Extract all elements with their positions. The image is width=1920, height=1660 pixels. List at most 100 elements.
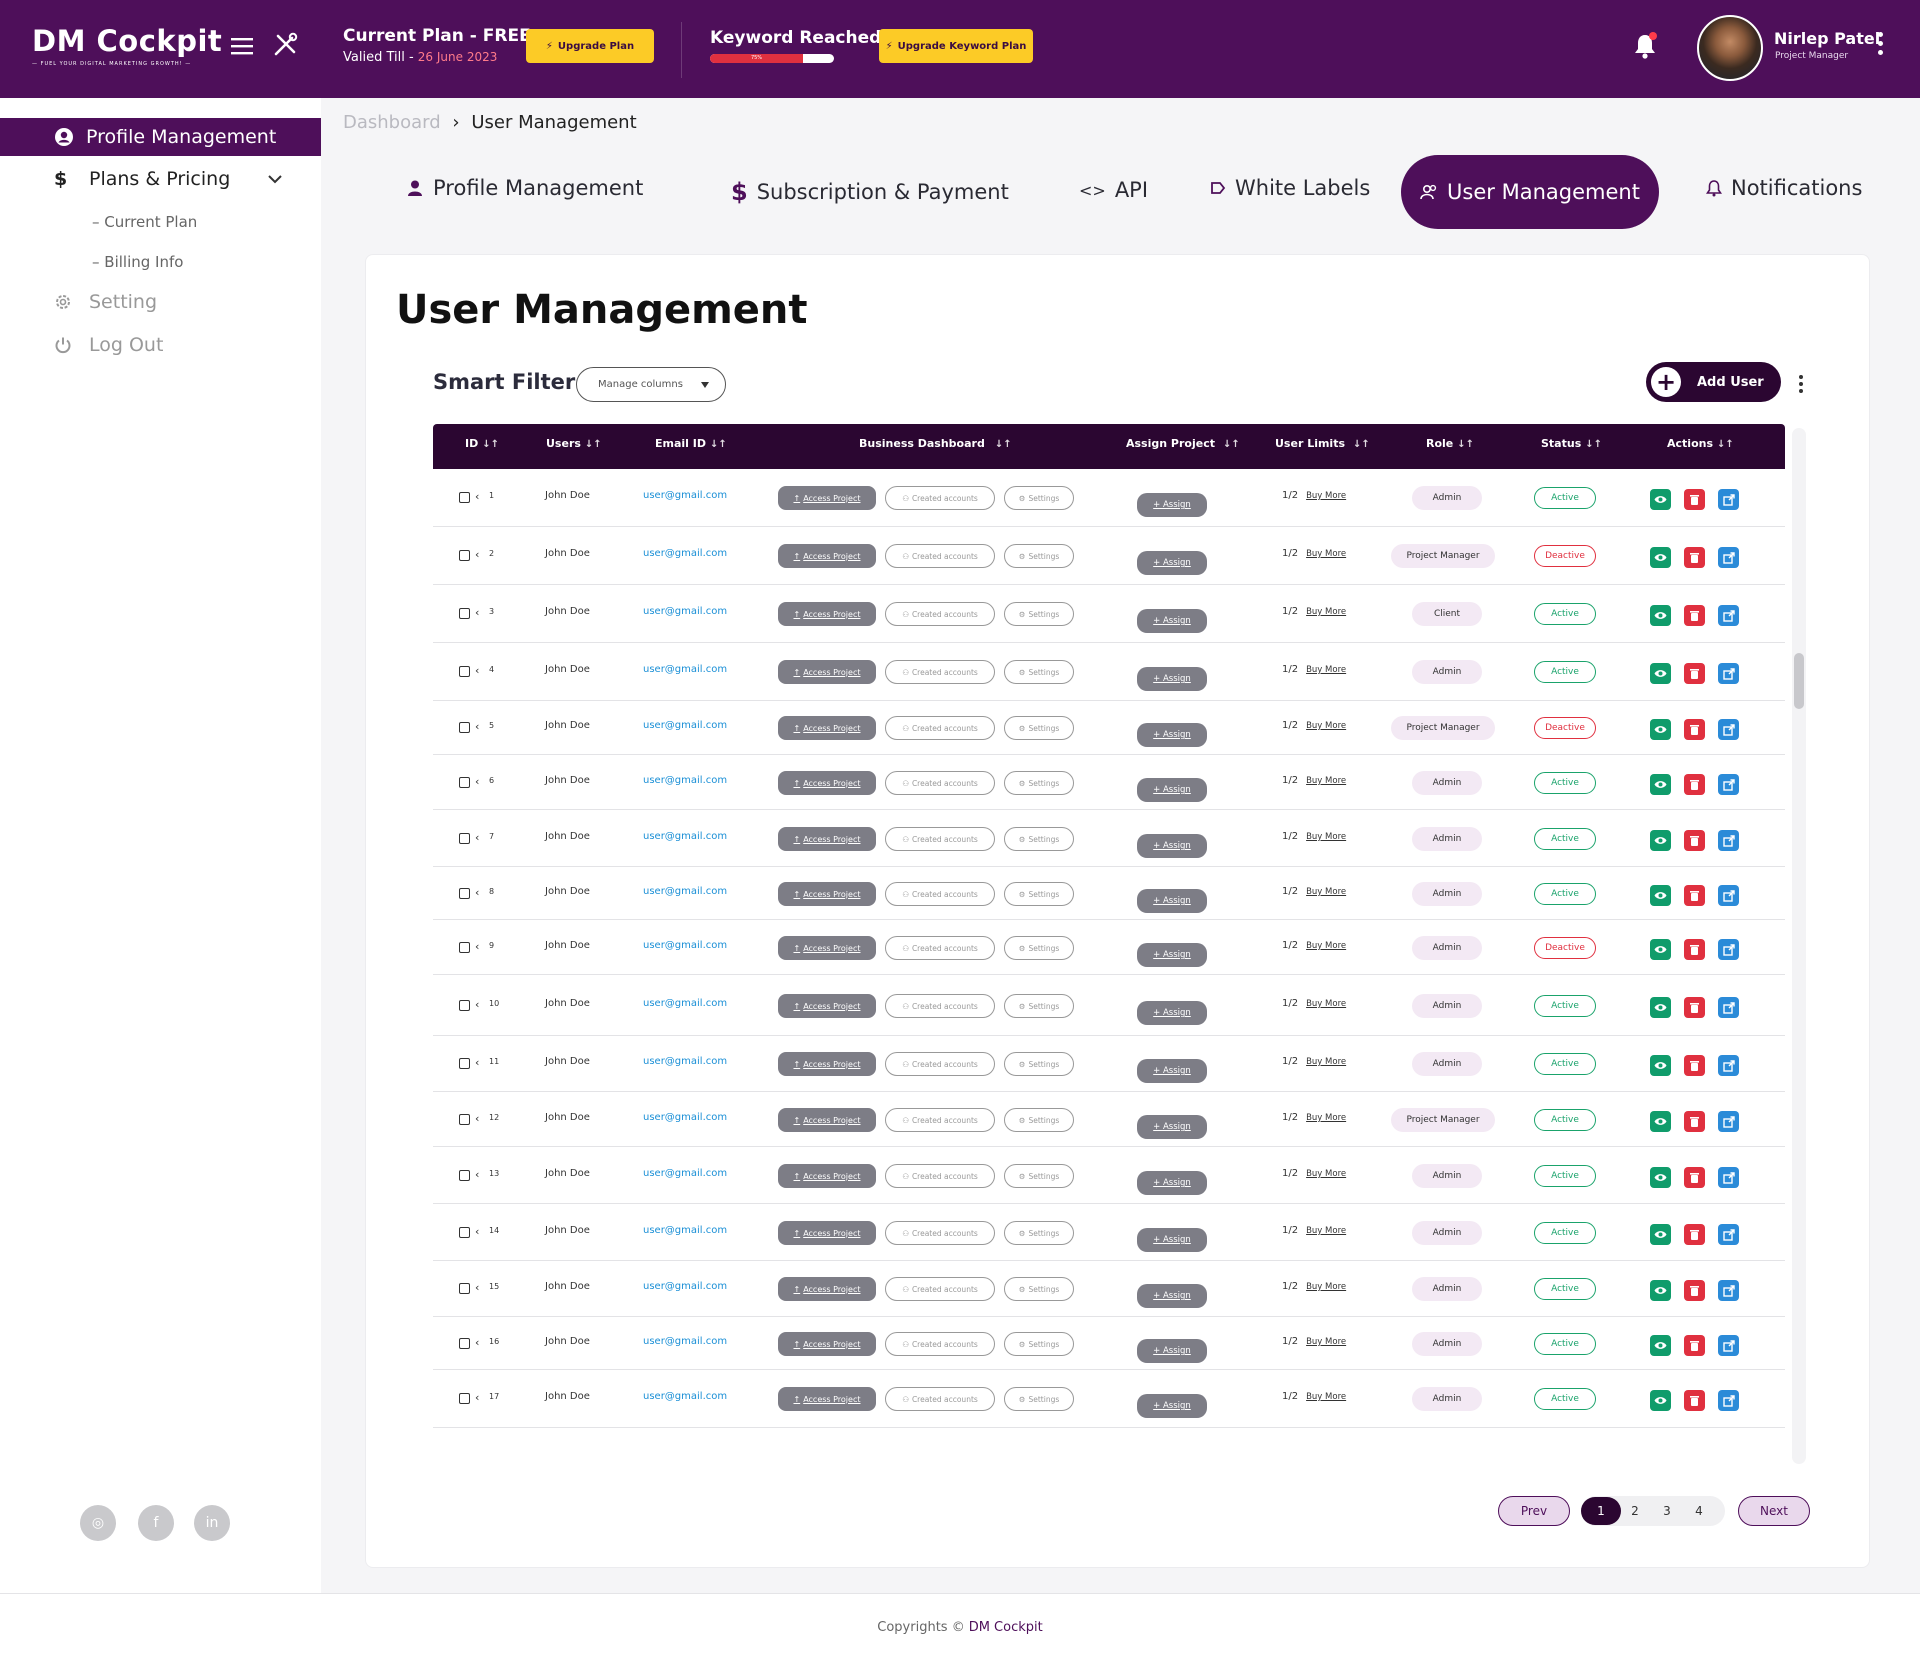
created-accounts-button[interactable]: ⚇ Created accounts — [885, 771, 995, 795]
table-options-icon[interactable] — [1797, 375, 1805, 396]
access-project-button[interactable]: ↑ Access Project — [778, 771, 876, 795]
row-email[interactable]: user@gmail.com — [643, 606, 728, 617]
add-user-button[interactable]: + Add User — [1646, 362, 1781, 402]
status-badge[interactable]: Active — [1534, 1278, 1596, 1300]
buy-more-link[interactable]: Buy More — [1306, 999, 1347, 1009]
access-project-button[interactable]: ↑ Access Project — [778, 1164, 876, 1188]
row-expand-icon[interactable]: ‹ — [475, 1225, 480, 1238]
view-icon[interactable] — [1650, 719, 1671, 740]
row-expand-icon[interactable]: ‹ — [475, 940, 480, 953]
settings-button[interactable]: ⚙ Settings — [1004, 1277, 1074, 1301]
next-button[interactable]: Next — [1738, 1496, 1810, 1526]
column-header-business-dashboard[interactable]: Business Dashboard ↓↑ — [859, 437, 1012, 450]
tab-profile-management[interactable]: Profile Management — [406, 176, 643, 200]
assign-button[interactable]: + Assign — [1137, 609, 1207, 633]
row-checkbox[interactable] — [459, 833, 470, 847]
status-badge[interactable]: Deactive — [1534, 717, 1596, 739]
status-badge[interactable]: Active — [1534, 995, 1596, 1017]
row-email[interactable]: user@gmail.com — [643, 940, 728, 951]
row-email[interactable]: user@gmail.com — [643, 775, 728, 786]
assign-button[interactable]: + Assign — [1137, 943, 1207, 967]
delete-icon[interactable] — [1684, 997, 1705, 1018]
assign-button[interactable]: + Assign — [1137, 1059, 1207, 1083]
tab-white-labels[interactable]: White Labels — [1210, 176, 1370, 200]
view-icon[interactable] — [1650, 605, 1671, 626]
delete-icon[interactable] — [1684, 489, 1705, 510]
external-link-icon[interactable] — [1718, 1390, 1739, 1411]
external-link-icon[interactable] — [1718, 830, 1739, 851]
assign-button[interactable]: + Assign — [1137, 1284, 1207, 1308]
buy-more-link[interactable]: Buy More — [1306, 1226, 1347, 1236]
row-email[interactable]: user@gmail.com — [643, 998, 728, 1009]
row-checkbox[interactable] — [459, 1170, 470, 1184]
created-accounts-button[interactable]: ⚇ Created accounts — [885, 994, 995, 1018]
created-accounts-button[interactable]: ⚇ Created accounts — [885, 1387, 995, 1411]
row-email[interactable]: user@gmail.com — [643, 490, 728, 501]
settings-button[interactable]: ⚙ Settings — [1004, 771, 1074, 795]
row-checkbox[interactable] — [459, 492, 470, 506]
settings-button[interactable]: ⚙ Settings — [1004, 486, 1074, 510]
view-icon[interactable] — [1650, 663, 1671, 684]
created-accounts-button[interactable]: ⚇ Created accounts — [885, 1164, 995, 1188]
settings-button[interactable]: ⚙ Settings — [1004, 827, 1074, 851]
access-project-button[interactable]: ↑ Access Project — [778, 716, 876, 740]
delete-icon[interactable] — [1684, 1111, 1705, 1132]
status-badge[interactable]: Active — [1534, 772, 1596, 794]
created-accounts-button[interactable]: ⚇ Created accounts — [885, 1108, 995, 1132]
row-email[interactable]: user@gmail.com — [643, 1168, 728, 1179]
tab-subscription-payment[interactable]: $ Subscription & Payment — [731, 178, 1009, 206]
access-project-button[interactable]: ↑ Access Project — [778, 1052, 876, 1076]
external-link-icon[interactable] — [1718, 1167, 1739, 1188]
view-icon[interactable] — [1650, 1055, 1671, 1076]
delete-icon[interactable] — [1684, 1335, 1705, 1356]
upgrade-plan-button[interactable]: ⚡ Upgrade Plan — [526, 29, 654, 63]
column-header-users[interactable]: Users ↓↑ — [546, 437, 602, 450]
row-checkbox[interactable] — [459, 1338, 470, 1352]
delete-icon[interactable] — [1684, 663, 1705, 684]
status-badge[interactable]: Deactive — [1534, 545, 1596, 567]
facebook-icon[interactable]: f — [138, 1505, 174, 1541]
row-expand-icon[interactable]: ‹ — [475, 720, 480, 733]
row-checkbox[interactable] — [459, 1114, 470, 1128]
row-expand-icon[interactable]: ‹ — [475, 1281, 480, 1294]
scrollbar-thumb[interactable] — [1794, 653, 1804, 709]
access-project-button[interactable]: ↑ Access Project — [778, 1108, 876, 1132]
buy-more-link[interactable]: Buy More — [1306, 1337, 1347, 1347]
buy-more-link[interactable]: Buy More — [1306, 721, 1347, 731]
row-checkbox[interactable] — [459, 777, 470, 791]
created-accounts-button[interactable]: ⚇ Created accounts — [885, 716, 995, 740]
row-checkbox[interactable] — [459, 1227, 470, 1241]
instagram-icon[interactable]: ◎ — [80, 1505, 116, 1541]
access-project-button[interactable]: ↑ Access Project — [778, 1277, 876, 1301]
assign-button[interactable]: + Assign — [1137, 1115, 1207, 1139]
external-link-icon[interactable] — [1718, 1280, 1739, 1301]
buy-more-link[interactable]: Buy More — [1306, 665, 1347, 675]
view-icon[interactable] — [1650, 830, 1671, 851]
buy-more-link[interactable]: Buy More — [1306, 491, 1347, 501]
assign-button[interactable]: + Assign — [1137, 1339, 1207, 1363]
column-header-id[interactable]: ID ↓↑ — [465, 437, 499, 450]
row-expand-icon[interactable]: ‹ — [475, 1391, 480, 1404]
assign-button[interactable]: + Assign — [1137, 1228, 1207, 1252]
status-badge[interactable]: Active — [1534, 1333, 1596, 1355]
assign-button[interactable]: + Assign — [1137, 778, 1207, 802]
row-checkbox[interactable] — [459, 1000, 470, 1014]
row-expand-icon[interactable]: ‹ — [475, 1336, 480, 1349]
access-project-button[interactable]: ↑ Access Project — [778, 660, 876, 684]
status-badge[interactable]: Active — [1534, 1053, 1596, 1075]
external-link-icon[interactable] — [1718, 885, 1739, 906]
row-checkbox[interactable] — [459, 1393, 470, 1407]
buy-more-link[interactable]: Buy More — [1306, 832, 1347, 842]
prev-button[interactable]: Prev — [1498, 1496, 1570, 1526]
status-badge[interactable]: Deactive — [1534, 937, 1596, 959]
view-icon[interactable] — [1650, 774, 1671, 795]
row-checkbox[interactable] — [459, 666, 470, 680]
row-email[interactable]: user@gmail.com — [643, 720, 728, 731]
delete-icon[interactable] — [1684, 1280, 1705, 1301]
settings-button[interactable]: ⚙ Settings — [1004, 716, 1074, 740]
buy-more-link[interactable]: Buy More — [1306, 887, 1347, 897]
settings-button[interactable]: ⚙ Settings — [1004, 1052, 1074, 1076]
row-email[interactable]: user@gmail.com — [643, 1225, 728, 1236]
linkedin-icon[interactable]: in — [194, 1505, 230, 1541]
buy-more-link[interactable]: Buy More — [1306, 1282, 1347, 1292]
